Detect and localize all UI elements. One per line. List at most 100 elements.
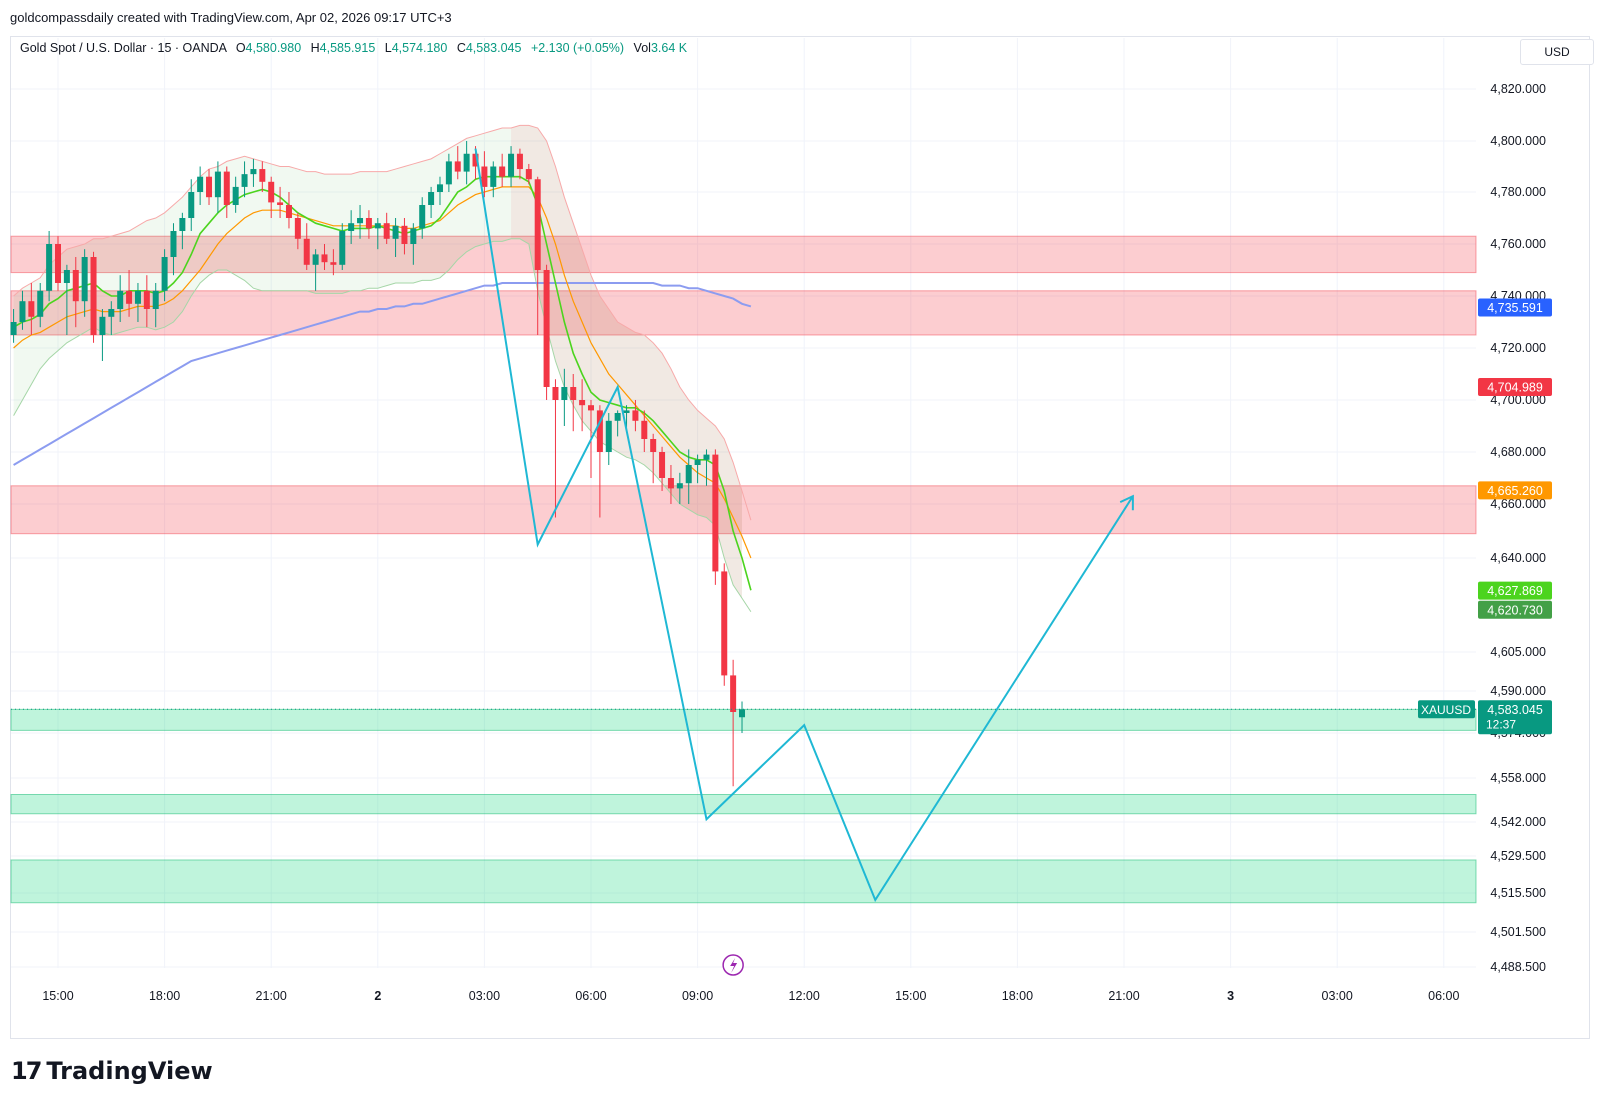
time-tick-label: 3	[1227, 989, 1234, 1003]
time-tick-label: 18:00	[149, 989, 180, 1003]
candle-body	[588, 405, 594, 411]
candle-body	[55, 244, 61, 283]
candle-body	[143, 290, 150, 309]
candle-body	[623, 410, 630, 413]
lightning-icon	[730, 958, 738, 973]
resistance-zone	[10, 235, 1477, 274]
price-tag	[1478, 298, 1552, 317]
candle-body	[383, 223, 390, 239]
price-tick-label: 4,800.000	[1490, 134, 1546, 148]
price-tick-label: 4,605.000	[1490, 645, 1546, 659]
candle-body	[214, 171, 221, 198]
time-tick-label: 21:00	[1108, 989, 1139, 1003]
symbol-tag	[1418, 700, 1475, 719]
candle-body	[605, 420, 612, 452]
candle-body	[90, 257, 97, 335]
time-tick-label: 03:00	[469, 989, 500, 1003]
candle-body	[472, 153, 479, 167]
legend-high-label: H	[310, 41, 320, 55]
candle-body	[179, 218, 186, 231]
forecast	[11, 148, 1476, 976]
candle-body	[152, 290, 159, 309]
candle-body	[170, 231, 177, 257]
candle-body	[134, 290, 141, 304]
time-tick-label: 15:00	[895, 989, 926, 1003]
candle-body	[357, 218, 364, 224]
price-tick-label: 4,820.000	[1490, 82, 1546, 96]
bollinger-upper-line	[13, 124, 752, 521]
candle-body	[508, 153, 515, 177]
candle-body	[445, 161, 452, 185]
candle-body	[401, 225, 408, 244]
candle-body	[436, 184, 443, 192]
candle-body	[241, 174, 248, 187]
candle-body	[641, 420, 648, 439]
candle-body	[552, 387, 559, 400]
candle-body	[63, 270, 70, 283]
candle-body	[659, 452, 666, 478]
candle-body	[339, 231, 346, 265]
candle-body	[596, 410, 603, 452]
candle-body	[259, 169, 266, 182]
candle-body	[543, 270, 550, 387]
price-tick-label: 4,700.000	[1490, 393, 1546, 407]
ohlc-legend: Gold Spot / U.S. Dollar · 15 · OANDA O4,…	[20, 41, 687, 55]
candle-body	[188, 192, 195, 218]
bollinger-lower-line	[13, 238, 752, 612]
candle-body	[19, 301, 26, 322]
tradingview-logo[interactable]: 17 TradingView	[11, 1057, 213, 1085]
support-zone	[10, 794, 1477, 815]
candle-body	[570, 387, 577, 400]
candle-body	[392, 225, 399, 239]
candle-body	[410, 228, 417, 244]
candle-body	[81, 257, 88, 302]
candle-body	[739, 709, 746, 718]
legend-low-label: L	[384, 41, 392, 55]
candle-body	[667, 478, 674, 489]
bollinger-fill-downside	[511, 125, 743, 599]
resistance-zone	[10, 290, 1477, 336]
logo-text: TradingView	[46, 1057, 213, 1085]
candle-body	[268, 181, 275, 203]
resistance-zone	[10, 485, 1477, 535]
time-tick-label: 2	[374, 989, 381, 1003]
time-tick-label: 06:00	[1428, 989, 1459, 1003]
legend-close-value: 4,583.045	[465, 41, 522, 55]
candle-body	[294, 218, 301, 239]
candle-body	[685, 465, 692, 484]
candle-body	[614, 413, 621, 421]
candle-body	[10, 322, 17, 335]
current-price-label: 4,583.045	[1487, 703, 1543, 717]
price-tag	[1478, 378, 1552, 397]
candle-body	[126, 290, 133, 304]
price-tag	[1478, 600, 1552, 619]
candle-body	[303, 238, 310, 265]
time-tick-label: 09:00	[682, 989, 713, 1003]
time-tick-label: 12:00	[789, 989, 820, 1003]
candle-body	[463, 153, 470, 172]
price-tick-label: 4,542.000	[1490, 815, 1546, 829]
time-axis: 15:00 18:00 21:00 2 03:00 06:00 09:00 12:00 15:0…	[42, 989, 1459, 1003]
price-tick-label: 4,501.500	[1490, 925, 1546, 939]
candle-body	[534, 179, 541, 270]
ema-slow-line	[13, 186, 752, 559]
price-tick-label: 4,488.500	[1490, 960, 1546, 974]
legend-change: +2.130 (+0.05%)	[530, 41, 625, 55]
candle-body	[72, 270, 79, 302]
legend-open-label: O	[235, 41, 246, 55]
time-tick-label: 18:00	[1002, 989, 1033, 1003]
candle-body	[37, 290, 44, 317]
candle-body	[277, 202, 284, 205]
symbol-tag-label: XAUUSD	[1421, 703, 1471, 717]
price-tag	[1478, 481, 1552, 500]
price-tag-label: 4,627.869	[1487, 584, 1543, 598]
candle-body	[374, 223, 381, 229]
currency-selector[interactable]: USD	[1520, 39, 1594, 65]
candle-body	[117, 290, 124, 309]
candle-body	[499, 166, 506, 177]
time-tick-label: 03:00	[1322, 989, 1353, 1003]
price-tick-label: 4,590.000	[1490, 684, 1546, 698]
candle-body	[223, 171, 230, 205]
forecast-path	[474, 148, 1134, 903]
